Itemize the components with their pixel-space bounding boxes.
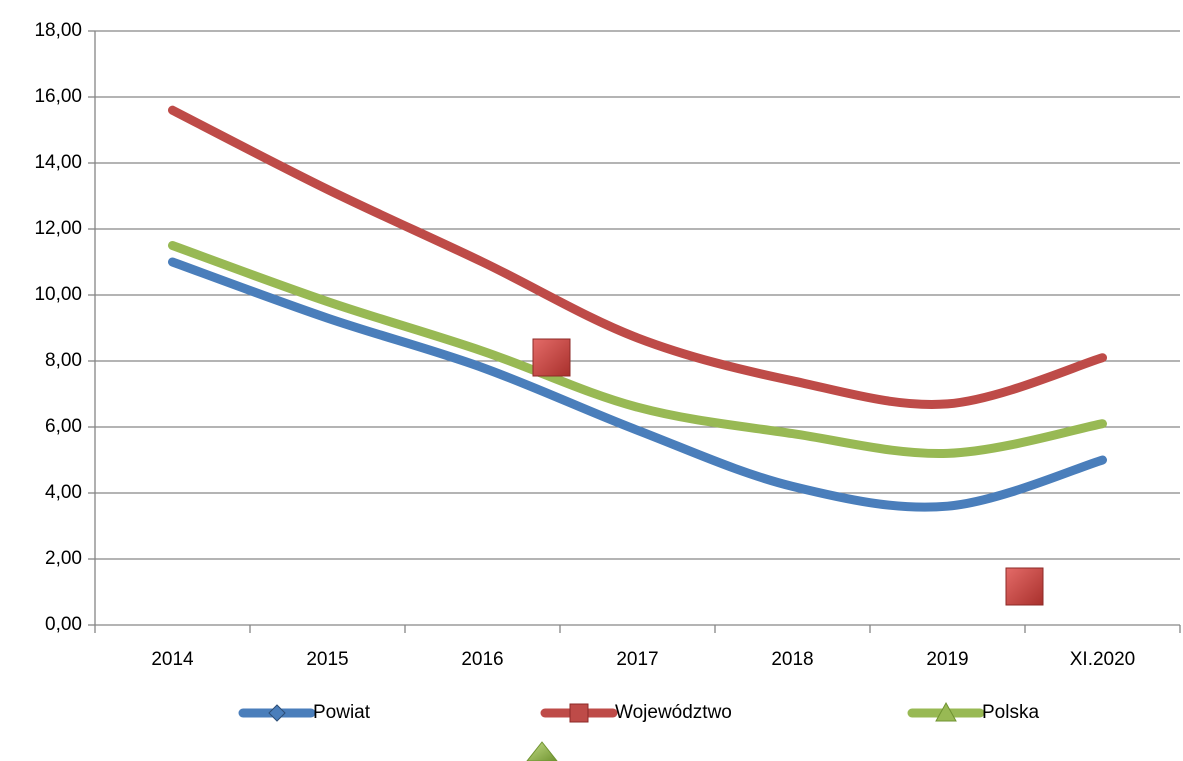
y-tick-label: 14,00 bbox=[34, 152, 82, 173]
legend-marker bbox=[268, 704, 286, 722]
series-line bbox=[168, 105, 1107, 409]
stray-marker bbox=[526, 741, 558, 761]
series-line bbox=[168, 241, 1107, 459]
legend-marker bbox=[935, 701, 957, 722]
y-tick-label: 8,00 bbox=[45, 350, 82, 371]
y-tick-label: 16,00 bbox=[34, 86, 82, 107]
x-tick-label: 2015 bbox=[306, 649, 348, 670]
y-tick-label: 0,00 bbox=[45, 614, 82, 635]
x-tick-label: XI.2020 bbox=[1070, 649, 1136, 670]
x-tick-label: 2014 bbox=[151, 649, 194, 670]
y-tick-label: 4,00 bbox=[45, 482, 82, 503]
series-line bbox=[168, 257, 1107, 512]
legend-label: Polska bbox=[982, 702, 1039, 723]
y-tick-label: 18,00 bbox=[34, 20, 82, 41]
x-tick-label: 2019 bbox=[926, 649, 968, 670]
legend-marker bbox=[569, 703, 589, 723]
x-tick-label: 2018 bbox=[771, 649, 813, 670]
plot: 0,00 2,00 4,00 6,00 8,00 10,00 12,00 14,00 16,00… bbox=[34, 20, 1181, 723]
x-tick-label: 2016 bbox=[461, 649, 503, 670]
stray-marker bbox=[1005, 567, 1044, 606]
legend-label: Województwo bbox=[615, 702, 732, 723]
x-tick-label: 2017 bbox=[616, 649, 658, 670]
y-tick-label: 2,00 bbox=[45, 548, 82, 569]
y-tick-label: 12,00 bbox=[34, 218, 82, 239]
y-tick-label: 10,00 bbox=[34, 284, 82, 305]
stray-marker bbox=[532, 338, 571, 377]
legend-label: Powiat bbox=[313, 702, 371, 723]
y-tick-label: 6,00 bbox=[45, 416, 82, 437]
